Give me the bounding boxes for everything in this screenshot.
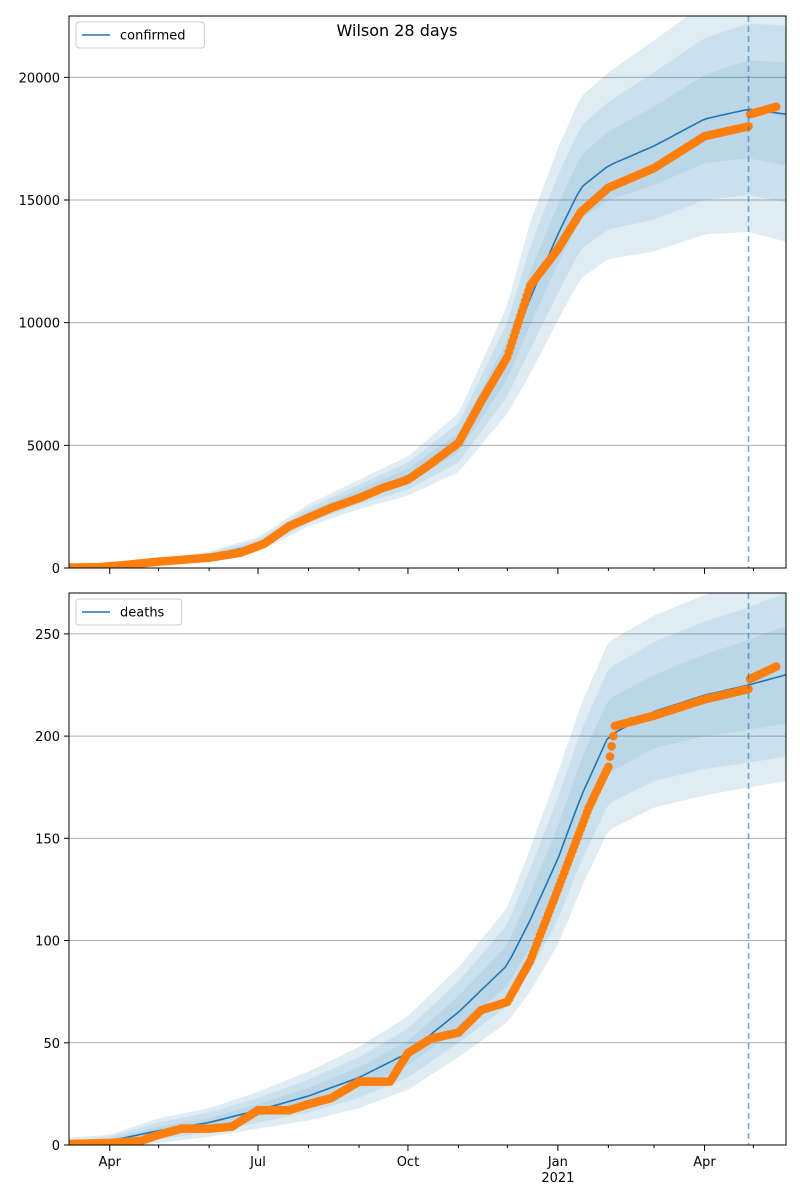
y-tick-label: 100 [35,935,60,950]
confidence-band [69,593,786,1145]
y-tick-label: 5000 [27,439,60,454]
legend-box [75,21,205,49]
x-tick-label: Apr [98,1155,121,1170]
y-tick-label: 15000 [19,194,60,209]
y-tick-label: 0 [52,562,60,577]
plot-area [69,16,786,568]
axes-frame [68,15,787,569]
data-point [605,752,615,761]
data-point [744,684,753,694]
confidence-band [69,23,786,568]
y-tick-label: 0 [52,1139,60,1154]
data-point [771,102,781,112]
confidence-band [69,593,786,1145]
legend: deaths [75,598,183,626]
legend-box [75,598,183,626]
x-tick-label: Oct [397,1155,419,1170]
y-tick-label: 10000 [19,317,60,332]
confidence-band [69,16,786,568]
plot-area [69,593,786,1145]
x-tick-label: Jan [547,1155,568,1170]
y-tick-label: 250 [35,628,60,643]
data-point [609,731,618,741]
legend-label: confirmed [120,29,186,44]
observed-series [69,102,781,568]
data-point [607,742,616,751]
x-tick-sublabel: 2021 [541,1171,574,1186]
y-tick-label: 20000 [19,71,60,86]
x-tick-label: Apr [693,1155,716,1170]
legend-label: deaths [120,606,165,621]
data-point [771,662,781,671]
y-tick-label: 150 [35,832,60,847]
observed-series [69,662,781,1145]
axes-frame [68,592,787,1146]
data-point [604,762,613,772]
legend: confirmed [75,21,205,49]
confidence-band [69,60,786,568]
chart-title: Wilson 28 days [337,21,458,40]
panel-confirmed: 0 5000 10000 15000 20000 confirmed [19,15,787,577]
x-tick-label: Jul [249,1155,266,1170]
y-tick-label: 50 [43,1037,60,1052]
y-tick-label: 200 [35,730,60,745]
